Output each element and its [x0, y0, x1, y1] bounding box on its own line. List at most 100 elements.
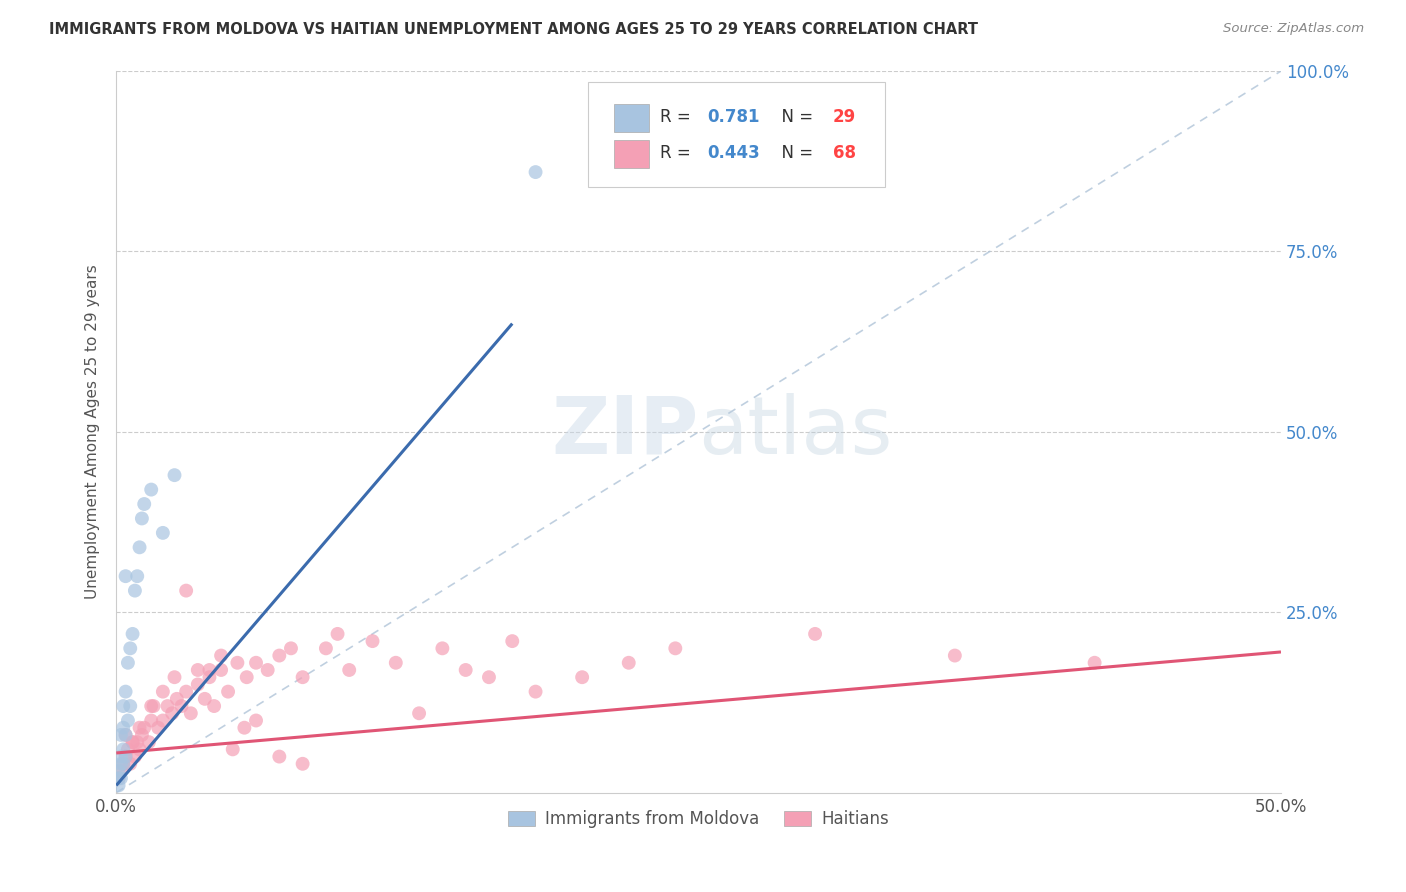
Point: [454, 663, 477, 677]
Point: [222, 742, 245, 756]
Point: [280, 641, 302, 656]
Point: [804, 627, 827, 641]
Point: [170, 699, 193, 714]
Point: [148, 721, 170, 735]
Point: [110, 756, 132, 771]
Point: [124, 583, 146, 598]
Point: [432, 641, 454, 656]
Y-axis label: Unemployment Among Ages 25 to 29 years: Unemployment Among Ages 25 to 29 years: [86, 265, 100, 599]
Text: IMMIGRANTS FROM MOLDOVA VS HAITIAN UNEMPLOYMENT AMONG AGES 25 TO 29 YEARS CORREL: IMMIGRANTS FROM MOLDOVA VS HAITIAN UNEMP…: [49, 22, 979, 37]
Point: [128, 721, 150, 735]
Point: [121, 627, 143, 641]
Point: [128, 742, 150, 756]
FancyBboxPatch shape: [588, 82, 884, 186]
Point: [235, 670, 257, 684]
Point: [269, 648, 291, 663]
Point: [138, 735, 160, 749]
Text: N =: N =: [770, 108, 818, 126]
Point: [180, 706, 202, 721]
Point: [245, 656, 267, 670]
Point: [617, 656, 640, 670]
Point: [107, 779, 129, 793]
Point: [194, 691, 217, 706]
Point: [361, 634, 384, 648]
Point: [174, 684, 197, 698]
Text: ZIP: ZIP: [551, 392, 699, 471]
Point: [107, 771, 129, 785]
Point: [187, 677, 209, 691]
Point: [114, 728, 136, 742]
Point: [110, 749, 132, 764]
Text: N =: N =: [770, 144, 818, 161]
Point: [256, 663, 278, 677]
Bar: [613, 140, 648, 169]
Point: [107, 764, 129, 778]
Point: [152, 684, 174, 698]
Legend: Immigrants from Moldova, Haitians: Immigrants from Moldova, Haitians: [502, 804, 896, 835]
Point: [114, 569, 136, 583]
Text: 0.781: 0.781: [707, 108, 759, 126]
Point: [524, 165, 547, 179]
Point: [141, 699, 163, 714]
Point: [291, 670, 314, 684]
Point: [152, 525, 174, 540]
Point: [142, 699, 165, 714]
Point: [112, 756, 135, 771]
Point: [217, 684, 239, 698]
Point: [127, 735, 149, 749]
Point: [226, 656, 249, 670]
Point: [121, 735, 143, 749]
Point: [163, 468, 186, 483]
Point: [114, 749, 136, 764]
Point: [124, 749, 146, 764]
Text: 68: 68: [832, 144, 856, 161]
Point: [571, 670, 593, 684]
Text: 29: 29: [832, 108, 856, 126]
Point: [134, 721, 156, 735]
Point: [110, 771, 132, 785]
Point: [233, 721, 256, 735]
Point: [291, 756, 314, 771]
Point: [408, 706, 430, 721]
Point: [187, 663, 209, 677]
Point: [943, 648, 966, 663]
Point: [121, 735, 143, 749]
Point: [337, 663, 360, 677]
Point: [326, 627, 349, 641]
Point: [117, 656, 139, 670]
Point: [141, 483, 163, 497]
Point: [128, 541, 150, 555]
Point: [112, 699, 135, 714]
Point: [141, 714, 163, 728]
Point: [166, 691, 188, 706]
Point: [131, 728, 153, 742]
Point: [664, 641, 686, 656]
Text: 0.443: 0.443: [707, 144, 759, 161]
Point: [107, 771, 129, 785]
Point: [524, 684, 547, 698]
Point: [131, 511, 153, 525]
Point: [114, 684, 136, 698]
Point: [110, 764, 132, 778]
Point: [269, 749, 291, 764]
Point: [112, 756, 135, 771]
Point: [198, 670, 221, 684]
Point: [110, 728, 132, 742]
Point: [120, 756, 142, 771]
Point: [174, 583, 197, 598]
Point: [501, 634, 523, 648]
Point: [385, 656, 408, 670]
Point: [198, 663, 221, 677]
Point: [134, 497, 156, 511]
Point: [160, 706, 183, 721]
Point: [209, 648, 232, 663]
Point: [245, 714, 267, 728]
Bar: [613, 103, 648, 132]
Point: [202, 699, 225, 714]
Point: [478, 670, 501, 684]
Point: [112, 742, 135, 756]
Point: [209, 663, 232, 677]
Point: [120, 641, 142, 656]
Point: [117, 714, 139, 728]
Text: Source: ZipAtlas.com: Source: ZipAtlas.com: [1223, 22, 1364, 36]
